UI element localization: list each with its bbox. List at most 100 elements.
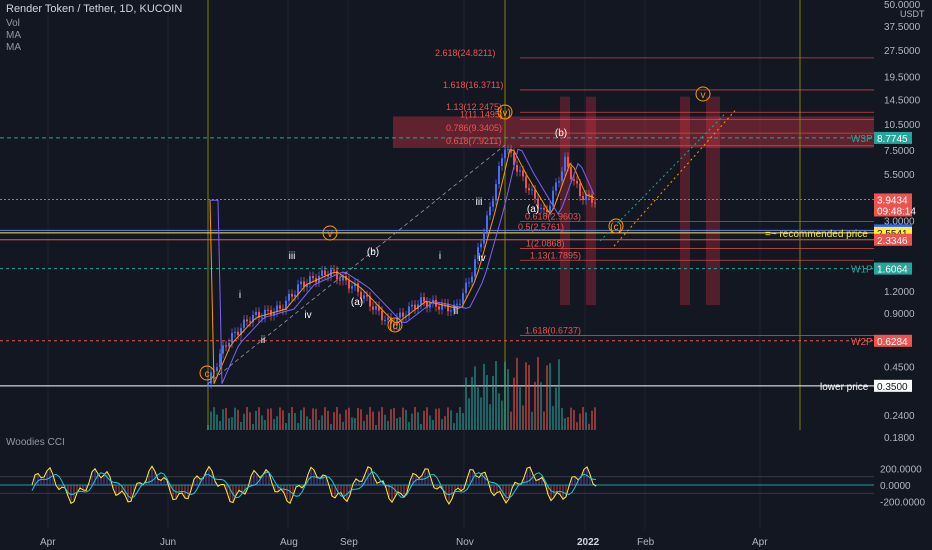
volume-bar-79: [444, 416, 446, 430]
cci-title[interactable]: Woodies CCI: [6, 437, 65, 448]
price-tick-3: 19.5000: [884, 72, 921, 83]
volume-bar-119: [564, 418, 566, 430]
candle-body-18: [261, 317, 263, 319]
candle-body-67: [408, 306, 410, 316]
price-tick-11: 0.4500: [884, 362, 915, 373]
candle-body-77: [438, 306, 440, 310]
candle-body-16: [255, 311, 257, 316]
price-label-8: 0.3500: [877, 382, 908, 393]
price-label-box-0: [874, 131, 912, 144]
volume-bar-89: [474, 366, 476, 430]
candle-body-11: [240, 327, 242, 335]
price-label-5: 2.3346: [877, 236, 908, 247]
level-lines: [0, 57, 874, 387]
volume-bar-118: [561, 408, 563, 430]
line-label-4: lower price: [820, 382, 869, 393]
volume-bar-17: [258, 407, 260, 430]
candle-body-5: [222, 345, 224, 354]
candle-body-19: [264, 309, 266, 318]
volume-bar-95: [492, 375, 494, 430]
volume-bar-62: [393, 408, 395, 430]
candle-body-14: [249, 321, 251, 323]
candle-body-60: [387, 317, 389, 321]
candle-body-45: [342, 275, 344, 281]
volume-bar-72: [423, 410, 425, 430]
volume-bar-32: [303, 407, 305, 430]
line-label-2: W2P: [851, 337, 873, 348]
volume-bar-19: [264, 419, 266, 430]
volume-bar-58: [381, 407, 383, 430]
volume-bar-48: [351, 417, 353, 430]
volume-bar-22: [273, 419, 275, 430]
cci-line: [31, 465, 597, 505]
candle-body-127: [588, 194, 590, 196]
volume-bar-73: [426, 407, 428, 430]
candle-body-4: [219, 353, 221, 368]
wave-label-11: iii: [476, 197, 483, 208]
price-tick-4: 14.5000: [884, 95, 921, 106]
projection-zone-3: [706, 96, 720, 306]
volume-bar-109: [534, 381, 536, 430]
volume-bar-3: [216, 414, 218, 430]
indicator-ma-2[interactable]: MA: [6, 42, 21, 53]
candle-body-101: [510, 149, 512, 153]
volume-bar-33: [306, 416, 308, 430]
candle-body-50: [357, 283, 359, 292]
candle-body-33: [306, 283, 308, 288]
volume-bar-82: [453, 423, 455, 430]
candle-body-39: [324, 270, 326, 276]
wave-label-12: iv: [478, 253, 485, 264]
volume-bar-60: [387, 420, 389, 430]
volume-bar-126: [585, 412, 587, 430]
candle-body-74: [429, 302, 431, 308]
candle-body-88: [471, 276, 473, 283]
volume-bar-53: [366, 414, 368, 430]
volume-bar-85: [462, 413, 464, 430]
volume-bar-26: [285, 423, 287, 430]
indicator-ma-1[interactable]: MA: [6, 30, 21, 41]
projection-zone-2: [680, 96, 690, 306]
wave-label-13: (v): [499, 108, 511, 119]
wave-label-2: ii: [261, 335, 265, 346]
candle-body-30: [297, 284, 299, 295]
candle-body-121: [570, 166, 572, 180]
volume-bar-16: [255, 410, 257, 430]
volume-bar-2: [213, 407, 215, 430]
price-label-box-7: [874, 334, 912, 347]
price-tick-1: 37.5000: [884, 22, 921, 33]
volume-bar-1: [210, 411, 212, 430]
wave-label-17: v: [701, 90, 706, 101]
volume-bar-128: [591, 410, 593, 430]
volume-bar-90: [477, 387, 479, 430]
volume-bar-42: [333, 412, 335, 430]
volume-bar-13: [246, 407, 248, 430]
line-label-3: =~ recommended price: [765, 229, 868, 240]
candle-body-42: [333, 269, 335, 271]
volume-bar-12: [243, 413, 245, 430]
volume-bar-123: [576, 422, 578, 430]
fib-label-5: 0.618(7.9211): [446, 136, 501, 146]
time-tick-2: Aug: [280, 537, 298, 548]
candle-body-51: [360, 291, 362, 299]
candle-body-28: [291, 293, 293, 297]
candle-body-97: [498, 165, 500, 184]
volume-bar-93: [486, 375, 488, 430]
wave-label-9: i: [439, 251, 441, 262]
candle-body-49: [354, 283, 356, 287]
price-label-box-5: [874, 233, 912, 246]
indicator-vol[interactable]: Vol: [6, 18, 20, 29]
price-label-6: 1.6064: [877, 265, 908, 276]
time-tick-4: Nov: [456, 537, 474, 548]
volume-bar-21: [270, 408, 272, 430]
volume-bar-81: [450, 410, 452, 430]
volume-bar-47: [348, 407, 350, 430]
candle-body-120: [567, 156, 569, 167]
volume-bar-54: [369, 407, 371, 430]
volume-bar-50: [357, 407, 359, 430]
candle-body-56: [375, 305, 377, 310]
volume-bar-76: [435, 408, 437, 430]
volume-bar-127: [588, 423, 590, 430]
price-label-1: 3.9434: [877, 195, 908, 206]
candle-body-107: [528, 188, 530, 191]
